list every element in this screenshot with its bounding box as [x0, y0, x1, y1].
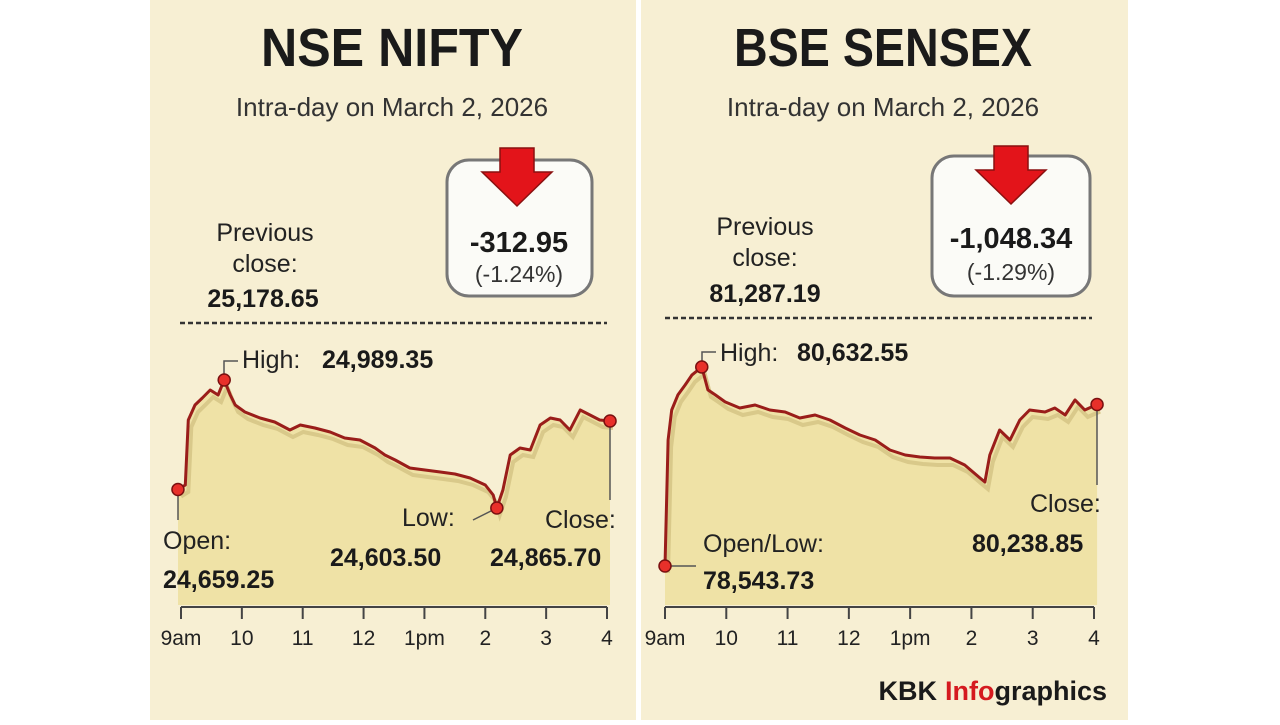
x-tick-label: 2 — [479, 627, 491, 650]
high-label: High: — [720, 339, 778, 367]
area — [178, 380, 610, 605]
down-arrow — [974, 145, 1048, 206]
x-tick-label: 10 — [715, 627, 738, 650]
point-marker — [603, 414, 617, 428]
x-tick-label: 11 — [292, 627, 314, 650]
down-arrow — [480, 147, 554, 208]
title: BSE SENSEX — [734, 18, 1032, 78]
point-marker — [695, 360, 709, 374]
high-value: 24,989.35 — [322, 346, 433, 374]
change-pct: (-1.29%) — [967, 259, 1055, 285]
prev-close-box: Previous close: — [216, 219, 314, 278]
area — [665, 367, 1098, 605]
change-pct: (-1.24%) — [475, 261, 563, 287]
x-tick-label: 4 — [1088, 627, 1100, 650]
subtitle: Intra-day on March 2, 2026 — [727, 92, 1039, 122]
footer-accent: Info — [945, 676, 994, 706]
shadow-line — [179, 381, 614, 522]
point-marker — [658, 559, 672, 573]
x-tick-label: 10 — [230, 627, 253, 650]
prev-close: 81,287.19 — [709, 280, 820, 308]
close-value: 80,238.85 — [972, 530, 1083, 558]
close-label: Close: — [1030, 490, 1101, 518]
change: -312.95 — [470, 227, 568, 259]
high-label: High: — [242, 346, 300, 374]
change: -1,048.34 — [950, 223, 1073, 255]
prev-close-label: Previous close: — [216, 219, 314, 278]
x-tick-label: 3 — [540, 627, 552, 650]
point-marker — [490, 501, 504, 515]
footer-brand: KBK — [878, 676, 937, 706]
x-tick-label: 1pm — [890, 627, 931, 650]
footer: KBK Infographics — [878, 676, 1107, 706]
title: NSE NIFTY — [261, 18, 523, 78]
x-tick-label: 1pm — [404, 627, 445, 650]
prev-close-label: Previous close: — [716, 213, 814, 272]
x-tick-label: 9am — [645, 627, 686, 650]
footer-rest: graphics — [994, 676, 1107, 706]
open-value: 24,659.25 — [163, 566, 274, 594]
subtitle: Intra-day on March 2, 2026 — [236, 92, 548, 122]
open-label: Open: — [163, 527, 231, 555]
close-label: Close: — [545, 506, 616, 534]
price-line — [663, 365, 1098, 567]
x-tick-label: 4 — [601, 627, 613, 650]
low-value: 24,603.50 — [330, 544, 441, 572]
x-tick-label: 11 — [777, 627, 799, 650]
x-tick-label: 12 — [837, 627, 860, 650]
fills — [177, 365, 1101, 605]
open-low-value: 78,543.73 — [703, 567, 814, 595]
x-tick-label: 2 — [966, 627, 978, 650]
marks: 9am 10 11 12 1pm 2 3 4 9am 10 11 12 1pm 2 3 4 — [161, 360, 1104, 650]
prev-close-box: Previous close: — [716, 213, 814, 272]
point-marker — [217, 373, 231, 387]
divider — [636, 0, 641, 720]
close-value: 24,865.70 — [490, 544, 601, 572]
point-marker — [1090, 397, 1104, 412]
point-marker — [171, 482, 185, 497]
x-tick-label: 3 — [1027, 627, 1039, 650]
x-tick-label: 9am — [161, 627, 202, 650]
open-low-label: Open/Low: — [703, 530, 824, 558]
low-label: Low: — [402, 504, 455, 532]
x-tick-label: 12 — [352, 627, 375, 650]
prev-close: 25,178.65 — [207, 285, 318, 313]
high-value: 80,632.55 — [797, 339, 908, 367]
